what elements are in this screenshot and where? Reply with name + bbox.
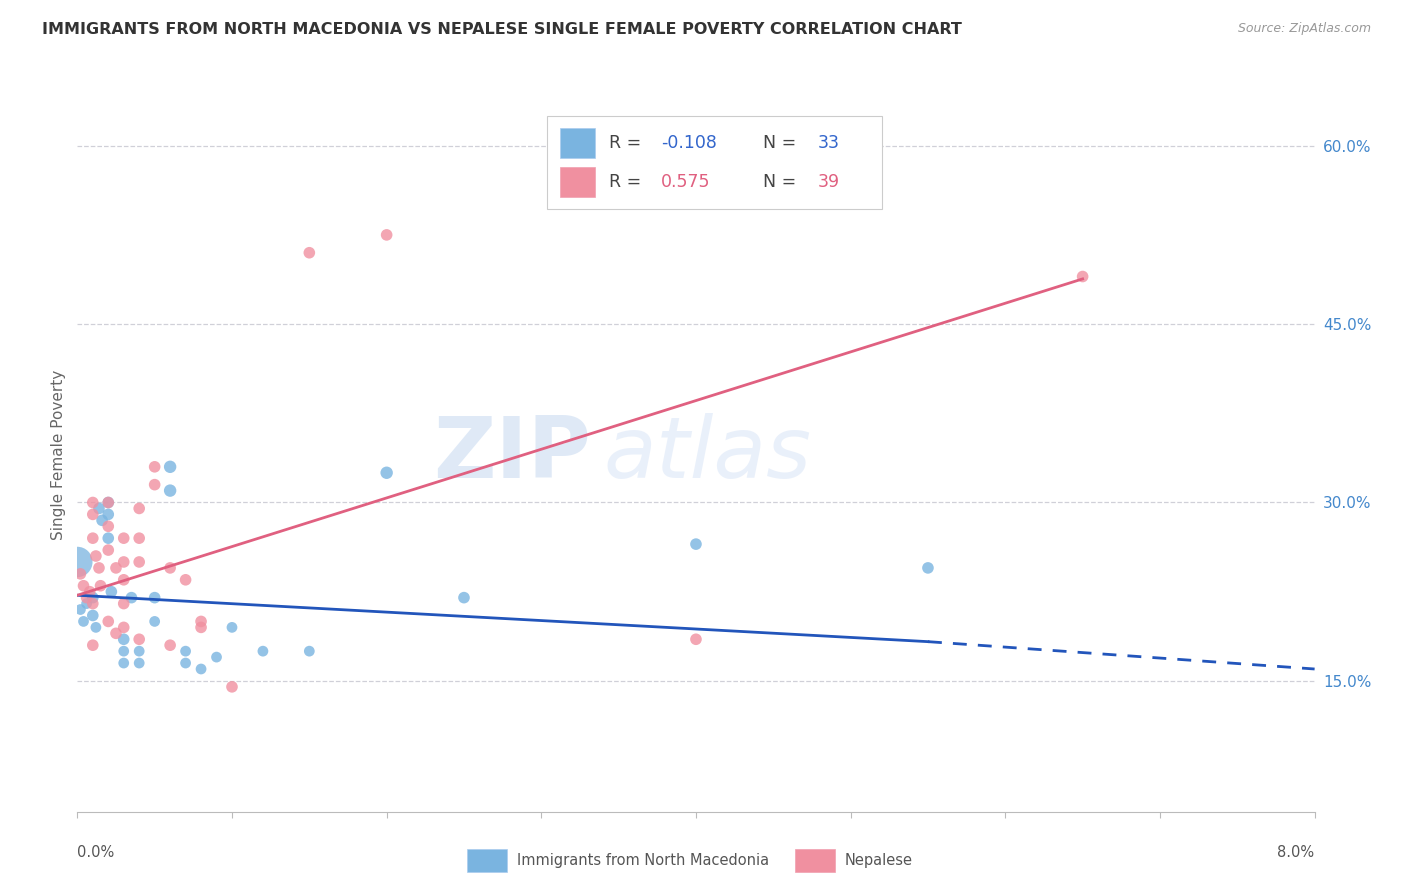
Point <box>91 513 114 527</box>
Point <box>82 591 104 605</box>
Point <box>90 579 112 593</box>
Text: 0.0%: 0.0% <box>77 845 114 860</box>
Point <box>79 584 101 599</box>
Point <box>82 495 104 509</box>
Point <box>174 656 197 670</box>
Point <box>221 680 243 694</box>
Point <box>174 573 197 587</box>
Point <box>69 602 91 616</box>
Text: -0.108: -0.108 <box>661 134 717 152</box>
Point <box>84 620 107 634</box>
Point <box>159 561 181 575</box>
Point <box>112 656 135 670</box>
Point <box>143 477 166 491</box>
Point <box>82 531 104 545</box>
Point <box>143 459 166 474</box>
Point <box>159 459 181 474</box>
Point <box>143 591 166 605</box>
Point <box>112 531 135 545</box>
Point <box>174 644 197 658</box>
Point <box>190 615 212 629</box>
Point <box>298 644 321 658</box>
FancyBboxPatch shape <box>547 116 882 209</box>
Point <box>69 566 91 581</box>
Point <box>97 531 120 545</box>
Point <box>121 591 143 605</box>
Point <box>159 483 181 498</box>
Point <box>105 626 127 640</box>
Point <box>82 608 104 623</box>
Text: N =: N = <box>752 173 801 191</box>
Text: Source: ZipAtlas.com: Source: ZipAtlas.com <box>1237 22 1371 36</box>
Text: R =: R = <box>609 173 647 191</box>
Point <box>685 632 707 647</box>
Text: 39: 39 <box>817 173 839 191</box>
Point <box>128 644 150 658</box>
Point <box>375 466 398 480</box>
FancyBboxPatch shape <box>467 849 506 872</box>
Point <box>97 615 120 629</box>
Point <box>112 597 135 611</box>
Text: ZIP: ZIP <box>433 413 591 497</box>
Point <box>97 495 120 509</box>
Text: 33: 33 <box>817 134 839 152</box>
Point <box>82 638 104 652</box>
Text: 8.0%: 8.0% <box>1278 845 1315 860</box>
Point <box>100 584 122 599</box>
Text: R =: R = <box>609 134 647 152</box>
Point <box>112 555 135 569</box>
Point <box>84 549 107 563</box>
FancyBboxPatch shape <box>794 849 835 872</box>
Y-axis label: Single Female Poverty: Single Female Poverty <box>51 370 66 540</box>
Point <box>82 508 104 522</box>
Point <box>252 644 274 658</box>
Text: IMMIGRANTS FROM NORTH MACEDONIA VS NEPALESE SINGLE FEMALE POVERTY CORRELATION CH: IMMIGRANTS FROM NORTH MACEDONIA VS NEPAL… <box>42 22 962 37</box>
Point <box>375 227 398 242</box>
Point <box>128 555 150 569</box>
Point <box>159 638 181 652</box>
Point <box>221 620 243 634</box>
Point <box>128 501 150 516</box>
Point <box>143 615 166 629</box>
Point <box>76 591 98 605</box>
Point <box>128 656 150 670</box>
Text: Nepalese: Nepalese <box>845 854 912 869</box>
Point <box>105 561 127 575</box>
Point <box>66 555 89 569</box>
Point <box>112 632 135 647</box>
Point <box>190 662 212 676</box>
Point <box>97 508 120 522</box>
Text: atlas: atlas <box>603 413 811 497</box>
Point <box>453 591 475 605</box>
Point <box>685 537 707 551</box>
Point <box>97 519 120 533</box>
Point <box>72 615 94 629</box>
Point <box>87 561 110 575</box>
Text: N =: N = <box>752 134 801 152</box>
Text: Immigrants from North Macedonia: Immigrants from North Macedonia <box>516 854 769 869</box>
FancyBboxPatch shape <box>560 167 595 196</box>
Point <box>112 620 135 634</box>
Point <box>97 543 120 558</box>
Point <box>128 632 150 647</box>
Text: 0.575: 0.575 <box>661 173 711 191</box>
Point <box>1071 269 1094 284</box>
Point <box>82 597 104 611</box>
Point <box>128 531 150 545</box>
Point <box>87 501 110 516</box>
Point <box>72 579 94 593</box>
Point <box>112 644 135 658</box>
Point <box>205 650 228 665</box>
Point <box>97 495 120 509</box>
Point <box>298 245 321 260</box>
Point <box>112 573 135 587</box>
FancyBboxPatch shape <box>560 128 595 158</box>
Point <box>76 597 98 611</box>
Point <box>917 561 939 575</box>
Point <box>190 620 212 634</box>
